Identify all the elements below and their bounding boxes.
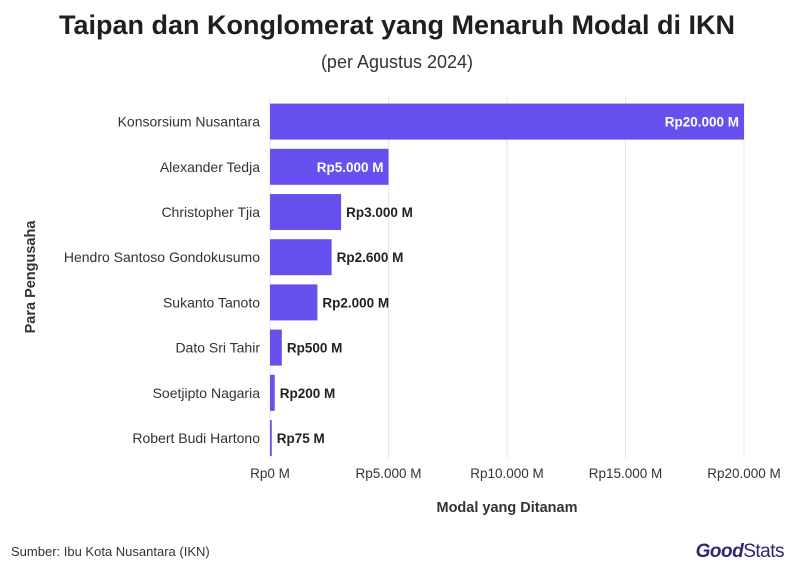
category-label-5: Dato Sri Tahir — [175, 340, 260, 356]
value-label-3: Rp2.600 M — [337, 250, 404, 265]
goodstats-logo: GoodStats — [695, 541, 785, 562]
x-tick-label-3: Rp15.000 M — [589, 466, 663, 481]
x-tick-label-0: Rp0 M — [250, 466, 290, 481]
x-tick-label-2: Rp10.000 M — [470, 466, 544, 481]
value-label-7: Rp75 M — [277, 431, 325, 446]
value-label-2: Rp3.000 M — [346, 205, 413, 220]
value-label-5: Rp500 M — [287, 341, 343, 356]
x-axis-title: Modal yang Ditanam — [437, 500, 578, 516]
x-tick-label-4: Rp20.000 M — [707, 466, 781, 481]
category-label-6: Soetjipto Nagaria — [153, 385, 261, 401]
x-tick-label-1: Rp5.000 M — [355, 466, 421, 481]
bar-0 — [270, 103, 744, 140]
category-label-1: Alexander Tedja — [160, 159, 260, 175]
category-label-7: Robert Budi Hartono — [132, 430, 260, 446]
y-axis-title: Para Pengusaha — [23, 220, 39, 334]
chart-title: Taipan dan Konglomerat yang Menaruh Moda… — [58, 10, 736, 40]
value-label-1: Rp5.000 M — [317, 160, 384, 175]
bar-7 — [270, 420, 272, 456]
value-label-4: Rp2.000 M — [322, 295, 389, 310]
chart-subtitle: (per Agustus 2024) — [320, 52, 474, 72]
bar-4 — [270, 284, 318, 321]
source-note: Sumber: Ibu Kota Nusantara (IKN) — [11, 544, 210, 559]
bar-2 — [270, 194, 342, 230]
category-label-3: Hendro Santoso Gondokusumo — [64, 249, 260, 265]
category-label-2: Christopher Tjia — [161, 204, 260, 220]
value-label-6: Rp200 M — [280, 386, 336, 401]
category-label-0: Konsorsium Nusantara — [118, 114, 261, 130]
bar-5 — [270, 329, 282, 366]
bar-3 — [270, 239, 332, 276]
bar-6 — [270, 374, 275, 411]
bar-1 — [270, 148, 389, 185]
category-label-4: Sukanto Tanoto — [163, 294, 260, 310]
value-label-0: Rp20.000 M — [665, 115, 739, 130]
